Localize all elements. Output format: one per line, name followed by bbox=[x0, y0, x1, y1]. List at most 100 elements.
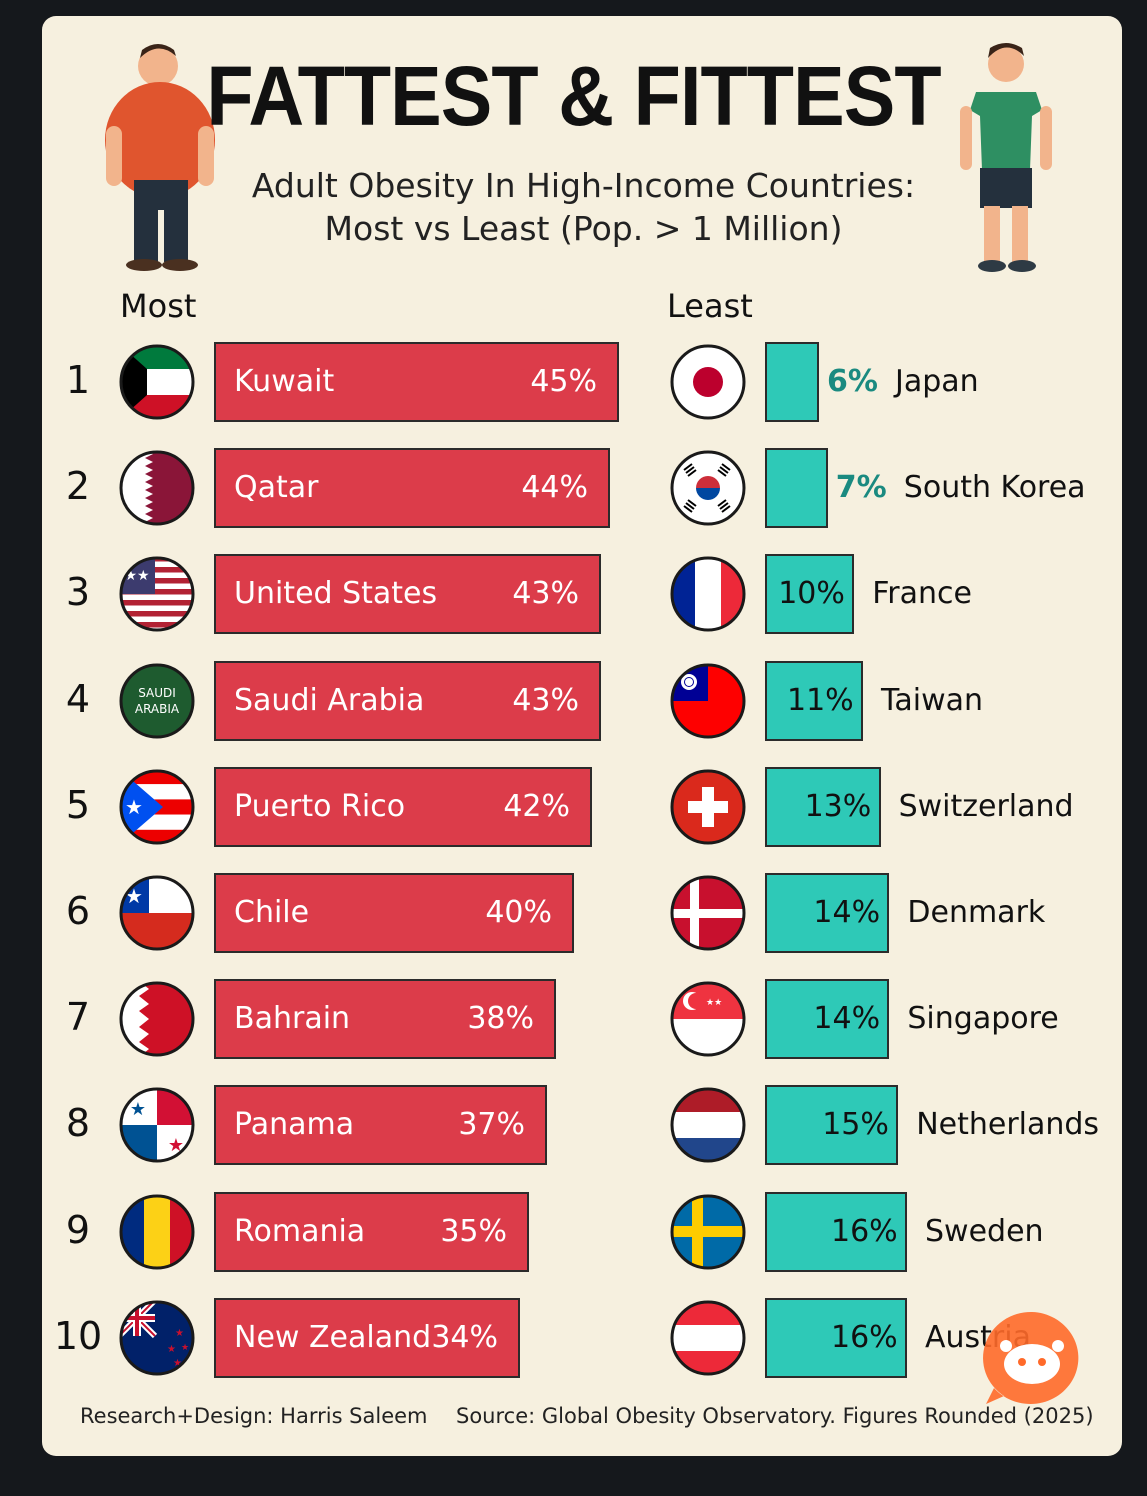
rank-number: 10 bbox=[53, 1313, 103, 1358]
least-bar-value-label: 14% bbox=[813, 1001, 881, 1037]
least-bar-country-label: Denmark bbox=[907, 895, 1046, 930]
least-bar bbox=[765, 979, 890, 1060]
subtitle: Adult Obesity In High-Income Countries: … bbox=[0, 164, 1147, 250]
least-bar-value-label: 16% bbox=[831, 1319, 898, 1355]
least-bar bbox=[765, 1085, 899, 1166]
most-bar-value-label: 45% bbox=[530, 364, 597, 399]
reddit-logo-icon bbox=[983, 1311, 1079, 1404]
least-bar-country-label: Singapore bbox=[907, 1001, 1059, 1037]
most-bar-country-label: Saudi Arabia bbox=[234, 682, 425, 718]
most-bar-value-label: 42% bbox=[503, 788, 570, 824]
chile-flag-icon: ★ bbox=[119, 875, 195, 951]
austria-flag-icon bbox=[670, 1300, 746, 1376]
least-bar-value-label: 15% bbox=[822, 1107, 889, 1143]
most-bar-value-label: 43% bbox=[512, 682, 579, 718]
most-bar-country-label: Bahrain bbox=[234, 1001, 351, 1037]
rank-number: 6 bbox=[65, 889, 91, 933]
svg-text:★: ★ bbox=[173, 1358, 182, 1369]
most-bar-country-label: Panama bbox=[234, 1107, 355, 1143]
least-bar-country-label: Switzerland bbox=[898, 788, 1074, 824]
least-bar-value-label: 14% bbox=[813, 895, 881, 930]
most-bar-value-label: 35% bbox=[440, 1213, 507, 1249]
rank-number: 7 bbox=[65, 995, 91, 1040]
page-title: FATTEST & FITTEST bbox=[206, 49, 941, 143]
most-bar: United States 43% bbox=[214, 554, 601, 635]
most-bar-value-label: 34% bbox=[431, 1319, 498, 1355]
footer-credit: Research+Design: Harris Saleem bbox=[80, 1404, 428, 1428]
least-bar-country-label: France bbox=[872, 576, 972, 612]
svg-text:★: ★ bbox=[181, 1343, 189, 1353]
least-bar bbox=[765, 1191, 907, 1272]
netherlands-flag-icon bbox=[670, 1087, 746, 1163]
subtitle-line-1: Adult Obesity In High-Income Countries: bbox=[251, 166, 916, 205]
rank-number: 3 bbox=[65, 570, 91, 615]
least-bar-country-label: South Korea bbox=[903, 470, 1086, 506]
puerto-rico-flag-icon: ★ bbox=[119, 769, 195, 845]
subtitle-line-2: Most vs Least (Pop. > 1 Million) bbox=[324, 209, 843, 248]
most-bar-country-label: Romania bbox=[234, 1213, 366, 1249]
sweden-flag-icon bbox=[670, 1194, 746, 1270]
rank-number: 4 bbox=[65, 676, 91, 721]
footer-source: Source: Global Obesity Observatory. Figu… bbox=[456, 1404, 1094, 1428]
svg-text:★: ★ bbox=[175, 1328, 184, 1339]
most-bar-value-label: 40% bbox=[485, 895, 552, 930]
saudi-flag-text-line-2: ARABIA bbox=[134, 701, 180, 716]
singapore-flag-icon: ★★ bbox=[670, 981, 746, 1057]
overweight-man-illustration bbox=[105, 44, 215, 271]
most-bar: Romania 35% bbox=[214, 1191, 529, 1272]
least-bar-value-label: 7% bbox=[835, 470, 887, 506]
most-bar-country-label: Chile bbox=[234, 895, 310, 930]
panama-flag-icon: ★ ★ bbox=[119, 1087, 195, 1163]
least-bar-country-label: Japan bbox=[895, 364, 979, 399]
most-bar: Chile 40% bbox=[214, 873, 574, 953]
qatar-flag-icon bbox=[119, 450, 195, 526]
saudi-flag-text-line-1: SAUDI bbox=[138, 685, 176, 700]
new-zealand-flag-icon: ★ ★ ★ ★ bbox=[119, 1300, 195, 1376]
svg-text:★: ★ bbox=[125, 884, 143, 908]
least-bar-value-label: 6% bbox=[827, 364, 878, 399]
svg-text:★: ★ bbox=[125, 795, 143, 819]
most-bar-value-label: 38% bbox=[467, 1001, 534, 1037]
rank-number: 9 bbox=[65, 1207, 91, 1252]
most-bar-country-label: Kuwait bbox=[234, 364, 335, 399]
rank-number: 8 bbox=[65, 1101, 91, 1146]
least-bar bbox=[765, 554, 855, 635]
most-bar: Bahrain 38% bbox=[214, 979, 556, 1060]
svg-text:★: ★ bbox=[130, 1099, 146, 1120]
romania-flag-icon bbox=[119, 1194, 195, 1270]
japan-flag-icon bbox=[670, 344, 746, 420]
most-bar: New Zealand 34% bbox=[214, 1297, 520, 1378]
fit-man-illustration bbox=[960, 43, 1052, 272]
usa-flag-icon: ★★ bbox=[119, 556, 195, 632]
least-bar bbox=[765, 1297, 907, 1378]
least-bar bbox=[765, 342, 819, 422]
most-bar-value-label: 37% bbox=[458, 1107, 525, 1143]
least-bar-value-label: 16% bbox=[831, 1213, 898, 1249]
least-bar bbox=[765, 873, 890, 953]
least-column-header: Least bbox=[667, 287, 753, 325]
svg-text:★: ★ bbox=[167, 1344, 176, 1355]
most-bar: Puerto Rico 42% bbox=[214, 766, 592, 847]
switzerland-flag-icon bbox=[670, 769, 746, 845]
least-bar-country-label: Taiwan bbox=[881, 682, 984, 718]
most-bar-country-label: New Zealand bbox=[234, 1319, 432, 1355]
svg-text:★★: ★★ bbox=[706, 998, 722, 1008]
denmark-flag-icon bbox=[670, 875, 746, 951]
most-bar: Saudi Arabia 43% bbox=[214, 660, 601, 741]
least-bar-value-label: 10% bbox=[778, 576, 845, 612]
most-bar: Qatar 44% bbox=[214, 448, 610, 529]
rank-number: 5 bbox=[65, 782, 91, 827]
saudi-flag-icon: SAUDI ARABIA bbox=[119, 663, 195, 739]
least-bar-value-label: 11% bbox=[787, 682, 854, 718]
south-korea-flag-icon bbox=[670, 450, 746, 526]
least-bar bbox=[765, 448, 828, 529]
svg-text:★★: ★★ bbox=[124, 568, 149, 584]
most-bar: Kuwait 45% bbox=[214, 342, 619, 422]
most-bar: Panama 37% bbox=[214, 1085, 547, 1166]
least-bar-country-label: Netherlands bbox=[916, 1107, 1100, 1143]
rank-number: 1 bbox=[65, 358, 91, 402]
most-bar-value-label: 44% bbox=[521, 470, 588, 506]
most-bar-country-label: United States bbox=[234, 576, 438, 612]
most-column-header: Most bbox=[120, 287, 197, 325]
rank-number: 2 bbox=[65, 464, 91, 509]
